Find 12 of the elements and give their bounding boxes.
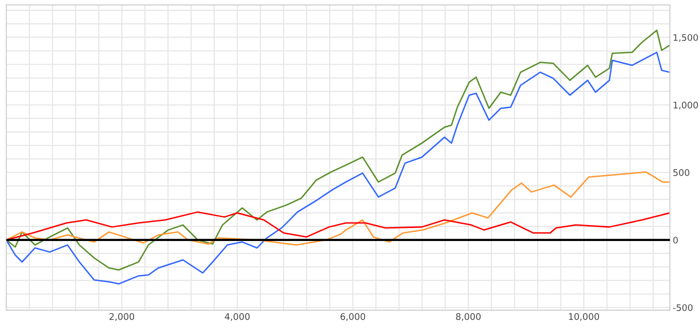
y-tick-label: 1,500 (674, 34, 698, 42)
y-tick-label: 1,000 (674, 102, 698, 110)
x-tick-label: 6,000 (340, 313, 366, 321)
x-tick-label: 4,000 (224, 313, 250, 321)
line-series (6, 171, 670, 246)
x-tick-label: 8,000 (456, 313, 481, 321)
y-tick-label: 0 (673, 236, 678, 244)
x-tick-label: 10,000 (569, 313, 600, 321)
x-tick-label: 2,000 (110, 313, 134, 321)
y-tick-label: -500 (673, 304, 693, 312)
line-series (6, 211, 670, 241)
y-tick-label: 500 (673, 169, 690, 176)
